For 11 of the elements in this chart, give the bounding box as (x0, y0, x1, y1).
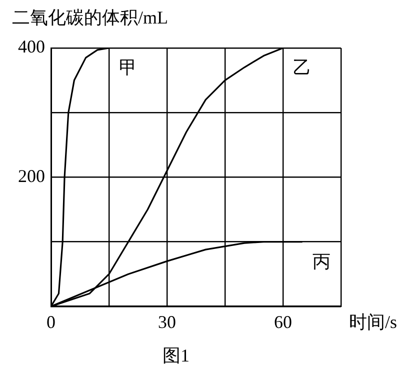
y-axis-title: 二氧化碳的体积/mL (12, 8, 168, 28)
series-label: 丙 (312, 252, 330, 272)
y-tick-label: 400 (18, 36, 45, 57)
x-tick-label: 60 (274, 312, 292, 332)
series-label: 乙 (293, 58, 311, 78)
x-tick-label: 0 (46, 312, 56, 332)
x-axis-title: 时间/s (349, 312, 398, 332)
text: 图1 (162, 346, 190, 366)
y-tick-label: 200 (18, 166, 45, 186)
series-label: 甲 (119, 58, 137, 78)
x-tick-label: 30 (158, 312, 176, 332)
